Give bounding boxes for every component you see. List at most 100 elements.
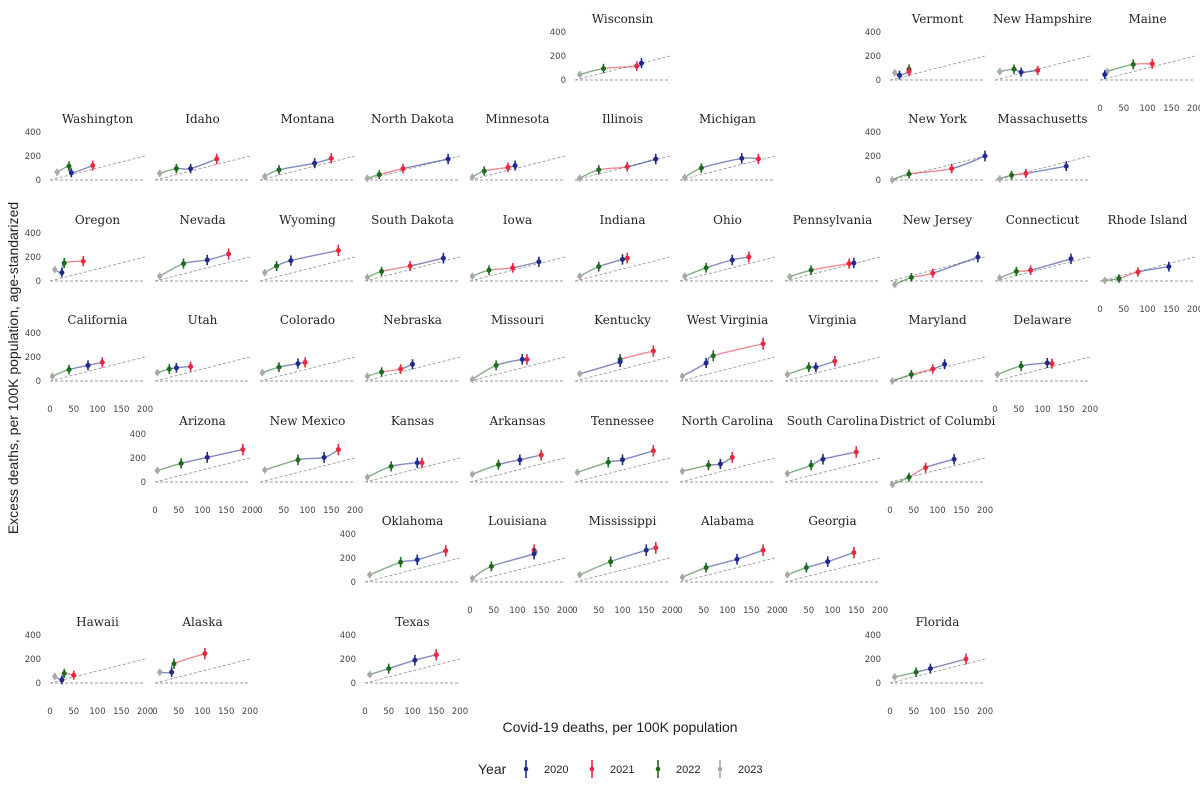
data-point [481,168,487,174]
data-point [682,175,688,181]
identity-reference-line [154,457,251,483]
series-line [1030,258,1072,271]
series-line [705,259,733,269]
series-line [684,267,707,277]
data-point [1035,67,1041,73]
series-line [157,462,182,472]
legend-key-point [589,766,595,772]
legend-item: 2020 [523,760,568,778]
panel-title: Wyoming [279,213,336,227]
series-line [951,155,986,170]
series-line [472,269,490,277]
series-line [297,456,325,461]
identity-reference-line [364,658,461,684]
x-tick-label: 100 [719,606,735,616]
x-tick-label: 100 [1139,104,1155,114]
data-point [734,556,740,562]
x-tick-label: 200 [1082,405,1098,415]
data-point [1009,172,1015,178]
series-line [997,365,1022,376]
data-point [653,156,659,162]
data-point [1023,170,1029,176]
data-point [173,166,179,172]
panel-title: Washington [62,112,134,126]
data-point [59,677,65,683]
data-point [379,268,385,274]
y-tick-label: 200 [865,655,881,665]
x-tick-label: 50 [488,606,499,616]
identity-reference-line [679,557,776,583]
panel-title: Maine [1128,12,1166,26]
x-tick-label: 100 [929,707,945,717]
panel-title: Alaska [181,615,222,629]
data-point [1149,61,1155,67]
y-tick-label: 400 [25,631,41,641]
identity-reference-line [574,55,671,81]
y-tick-label: 0 [36,176,41,186]
data-point [398,559,404,565]
series-line [390,462,418,468]
panel-title: New Mexico [270,414,346,428]
data-point [930,366,936,372]
data-point [486,267,492,273]
x-tick-label: 0 [362,707,367,717]
identity-reference-line [49,256,146,282]
x-tick-label: 150 [113,405,129,415]
data-point [703,265,709,271]
x-tick-label: 200 [557,606,573,616]
data-point [66,163,72,169]
x-tick-label: 150 [533,606,549,616]
data-point [178,460,184,466]
series-line [173,652,206,665]
data-point [407,263,413,269]
legend-label: 2020 [544,764,568,776]
data-point [295,361,301,367]
data-point [335,447,341,453]
data-point [906,171,912,177]
panel: Michigan [679,112,776,182]
legend-key-point [655,766,661,772]
data-point [510,265,516,271]
x-tick-label: 0 [152,506,157,516]
panel-title: Nevada [179,213,225,227]
series-line [498,459,521,466]
data-point [825,559,831,565]
data-point [908,371,914,377]
x-tick-label: 50 [68,707,79,717]
panel-title: Florida [916,615,960,629]
panel-title: Virginia [807,313,856,327]
panel-title: Rhode Island [1108,213,1188,227]
series-line [278,162,315,171]
data-point [157,273,163,279]
data-point [419,460,425,466]
y-tick-label: 400 [340,530,356,540]
panel: New Mexico 0 50 100 150 200 [257,414,363,516]
panel: West Virginia [679,313,776,382]
data-point [679,373,685,379]
series-line [579,361,621,375]
data-point [951,456,957,462]
data-point [679,468,685,474]
panel-title: New York [908,112,968,126]
y-tick-label: 0 [876,679,881,689]
panel: Florida 0 200 400 0 50 100 150 200 [865,615,993,717]
data-point [302,359,308,365]
data-point [803,565,809,571]
series-line [262,366,280,374]
x-tick-label: 150 [848,606,864,616]
data-point [705,462,712,468]
x-tick-label: 50 [803,606,814,616]
x-tick-label: 200 [452,707,468,717]
series-line [622,450,654,461]
panel: California 0 200 400 0 50 100 150 200 [25,313,153,415]
panel: Wisconsin 0 200 400 [550,12,671,86]
legend-label: 2021 [610,764,634,776]
panel-title: South Carolina [787,414,878,428]
x-tick-label: 0 [257,506,262,516]
x-tick-label: 150 [1058,405,1074,415]
y-axis-title: Excess deaths, per 100K population, age-… [5,202,21,534]
panel: Vermont 0 200 400 [865,12,986,86]
data-point [469,471,475,477]
panel: New Hampshire [993,12,1092,81]
data-point [760,341,766,347]
